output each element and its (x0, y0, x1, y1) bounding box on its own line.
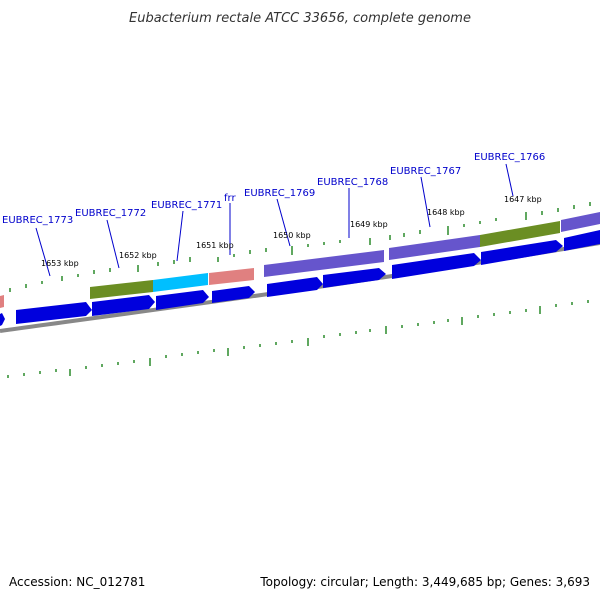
cds-arrow[interactable] (212, 286, 255, 303)
feature-salmon-left[interactable] (0, 295, 4, 308)
feature-purple-right[interactable] (561, 212, 600, 232)
cds-arrow[interactable] (0, 313, 5, 326)
gene-label[interactable]: frr (224, 193, 236, 204)
gene-label[interactable]: EUBREC_1766 (474, 152, 545, 163)
coordinate-ticks: 1653 kbp 1652 kbp 1651 kbp 1650 kbp 1649… (41, 195, 542, 268)
tick-label: 1650 kbp (273, 231, 311, 240)
gc-ticks-lower (7, 300, 589, 378)
gene-label[interactable]: EUBREC_1768 (317, 177, 388, 188)
gene-labels: EUBREC_1773 EUBREC_1772 EUBREC_1771 frr … (2, 152, 545, 226)
tick-label: 1652 kbp (119, 251, 157, 260)
feature-salmon-frr[interactable] (209, 268, 254, 285)
feature-purple-1769[interactable] (264, 250, 384, 277)
gene-leaders (35, 163, 514, 277)
accession-text: Accession: NC_012781 (9, 575, 145, 589)
gene-label[interactable]: EUBREC_1769 (244, 188, 315, 199)
outer-track (0, 212, 600, 308)
map-title: Eubacterium rectale ATCC 33656, complete… (129, 11, 471, 26)
tick-label: 1648 kbp (427, 208, 465, 217)
cds-arrow[interactable] (156, 290, 209, 310)
cds-arrow[interactable] (16, 302, 92, 324)
tick-label: 1653 kbp (41, 259, 79, 268)
cds-arrow[interactable] (481, 240, 563, 265)
cds-arrow[interactable] (564, 230, 600, 251)
gene-label[interactable]: EUBREC_1771 (151, 200, 222, 211)
gene-label[interactable]: EUBREC_1767 (390, 166, 461, 177)
feature-purple-1767[interactable] (389, 235, 480, 260)
cds-arrow[interactable] (323, 268, 386, 288)
feature-olive-1772[interactable] (90, 280, 153, 299)
feature-olive-1766[interactable] (480, 221, 560, 247)
cds-arrow[interactable] (392, 253, 481, 279)
tick-label: 1649 kbp (350, 220, 388, 229)
cds-arrow[interactable] (267, 277, 323, 297)
cds-track (0, 230, 600, 326)
tick-label: 1651 kbp (196, 241, 234, 250)
genome-summary-text: Topology: circular; Length: 3,449,685 bp… (259, 575, 590, 589)
gc-ticks-upper (9, 202, 591, 292)
tick-label: 1647 kbp (504, 195, 542, 204)
gene-label[interactable]: EUBREC_1772 (75, 208, 146, 219)
feature-cyan-1771[interactable] (153, 273, 208, 292)
gene-label[interactable]: EUBREC_1773 (2, 215, 73, 226)
cds-arrow[interactable] (92, 295, 155, 316)
